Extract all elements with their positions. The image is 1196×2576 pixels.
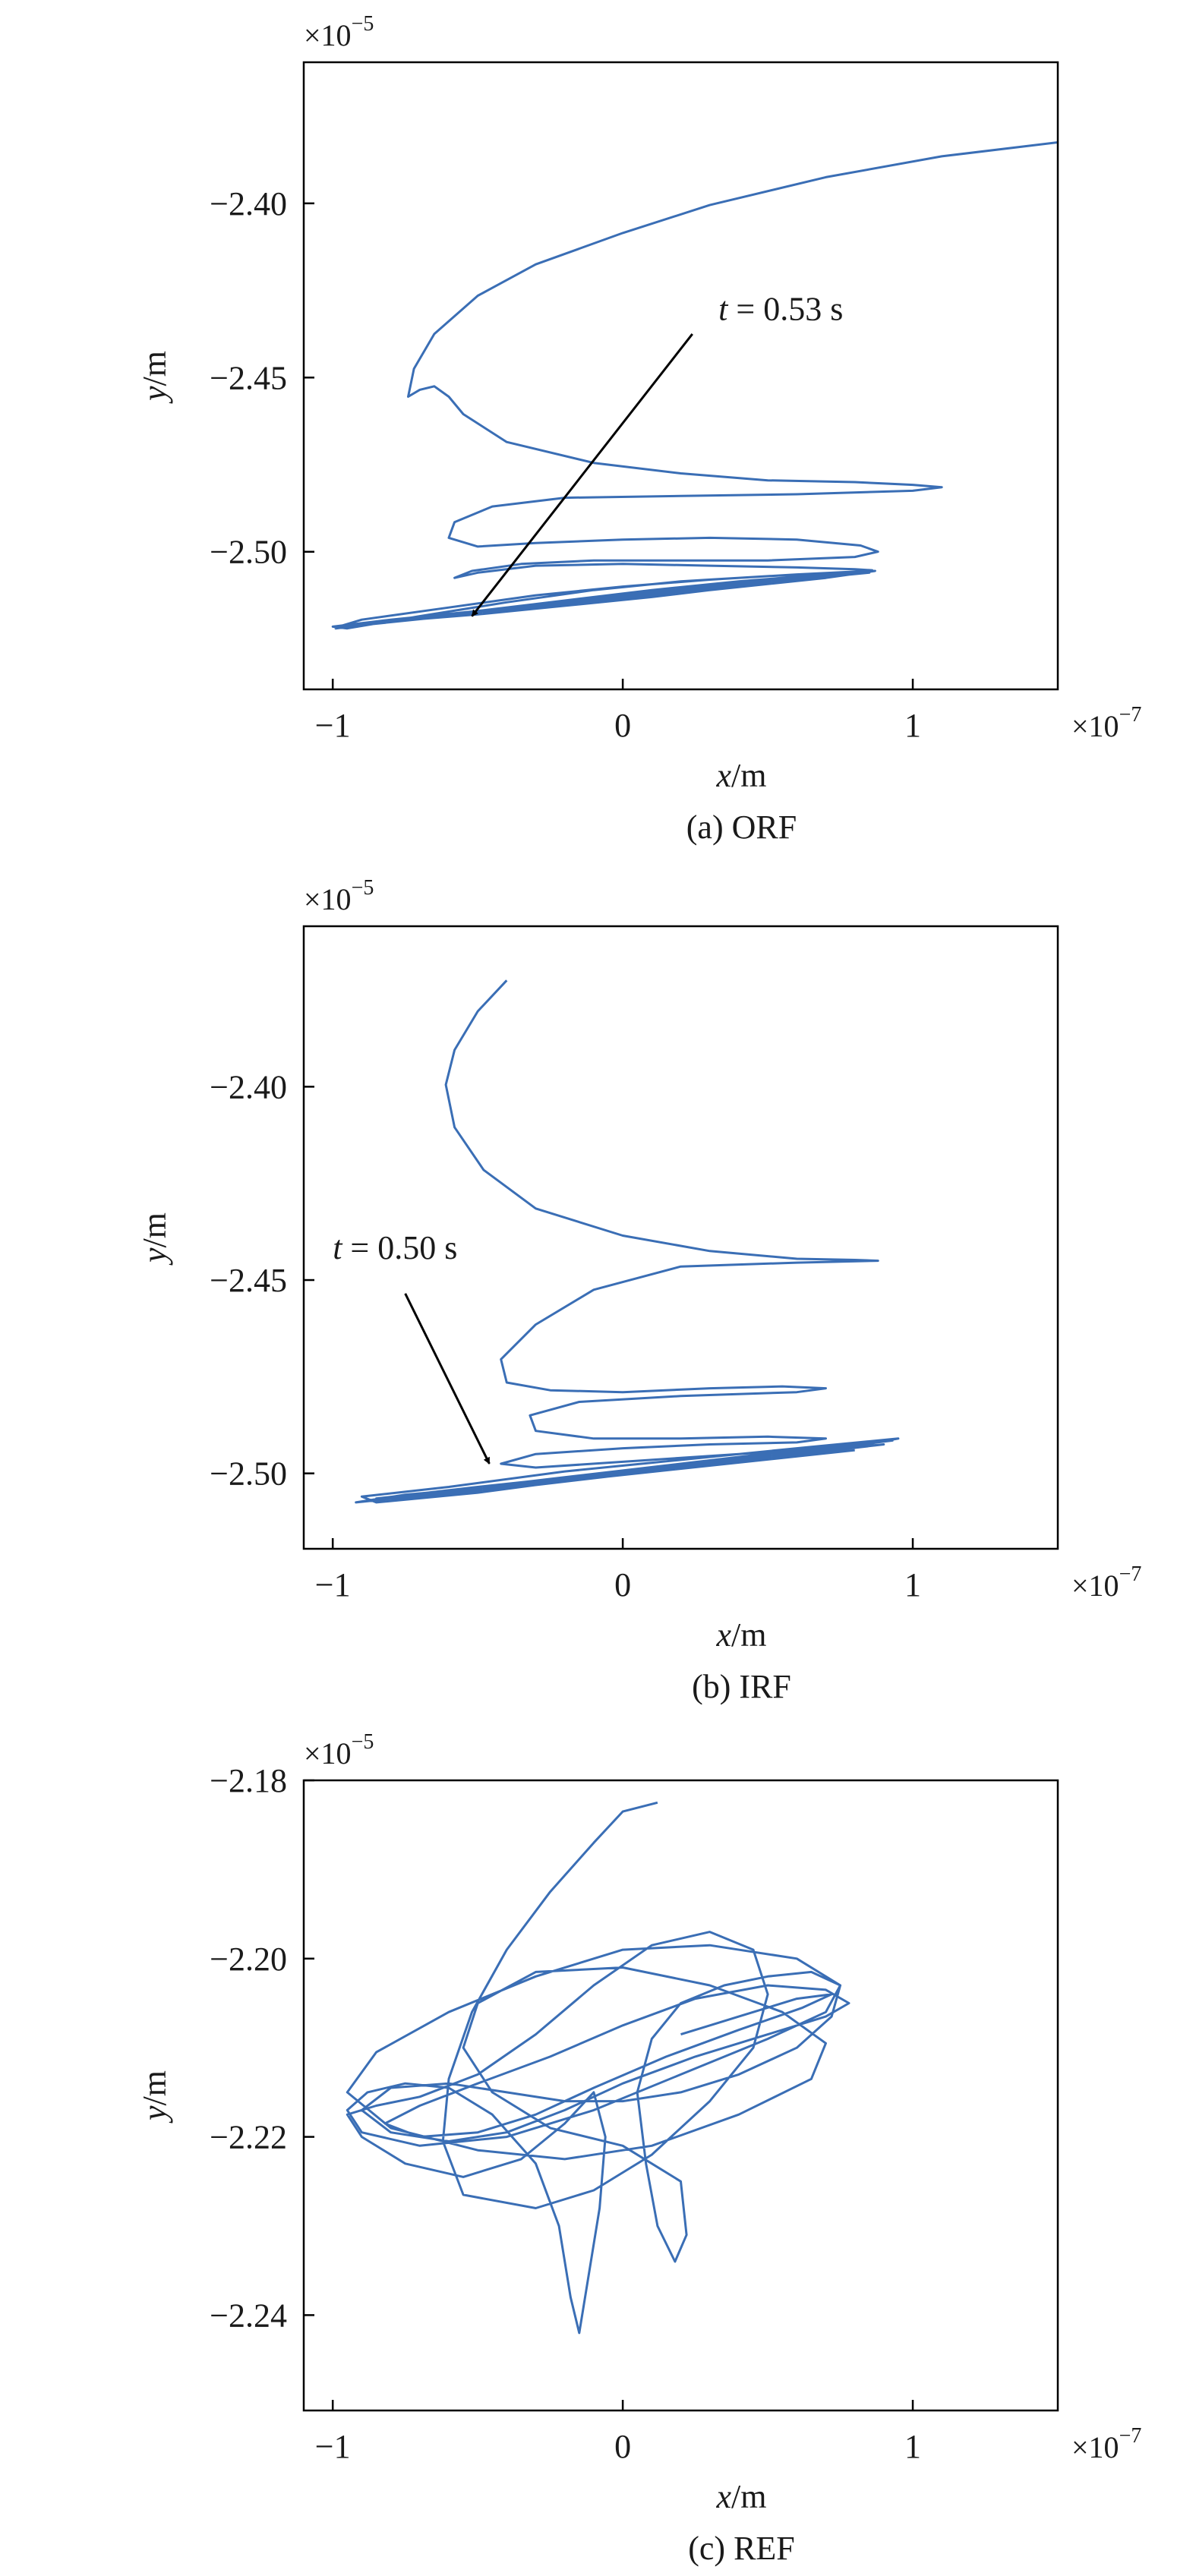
y-tick-label: −2.24 <box>210 2297 287 2334</box>
panel-caption: (c) REF <box>688 2530 795 2567</box>
y-axis-multiplier: ×10−5 <box>304 876 374 916</box>
y-tick-label: −2.40 <box>210 185 287 222</box>
y-axis-label: y/m <box>136 351 173 404</box>
x-axis-label: x/m <box>716 2478 767 2515</box>
x-axis-multiplier: ×10−7 <box>1071 2424 1141 2464</box>
annotation-label: t = 0.50 s <box>333 1229 457 1266</box>
y-tick-label: −2.45 <box>210 1262 287 1299</box>
panel-caption: (b) IRF <box>692 1668 791 1705</box>
trajectory-line <box>331 141 1058 630</box>
trajectory-line <box>355 979 900 1504</box>
plot-frame <box>302 925 1059 1550</box>
x-axis-multiplier: ×10−7 <box>1071 703 1141 743</box>
chart-panel-1: −1 0 1 −2.40 −2.45 −2.50 ×10−7 ×10−5 x/m y/m (a) O… <box>136 12 1141 846</box>
y-axis-label: y/m <box>136 2070 173 2124</box>
x-axis-multiplier: ×10−7 <box>1071 1562 1141 1603</box>
annotation-arrow <box>404 1293 491 1465</box>
x-tick-label: 0 <box>614 1566 631 1603</box>
y-axis-label: y/m <box>136 1212 173 1266</box>
x-tick-label: 1 <box>904 707 921 744</box>
trajectory-line <box>346 1801 850 2335</box>
y-tick-label: −2.18 <box>210 1762 287 1799</box>
plot-frame <box>302 1779 1059 2412</box>
x-axis-label: x/m <box>716 757 767 794</box>
y-tick-label: −2.50 <box>210 534 287 571</box>
x-tick-label: −1 <box>315 707 351 744</box>
annotation-arrow <box>471 333 693 617</box>
x-tick-label: 1 <box>904 1566 921 1603</box>
y-tick-label: −2.40 <box>210 1068 287 1105</box>
panel-caption: (a) ORF <box>686 809 797 846</box>
x-tick-label: −1 <box>315 2428 351 2465</box>
y-tick-label: −2.20 <box>210 1941 287 1978</box>
x-axis-label: x/m <box>716 1616 767 1654</box>
x-tick-label: 0 <box>614 707 631 744</box>
y-axis-multiplier: ×10−5 <box>304 12 374 52</box>
x-tick-label: 1 <box>904 2428 921 2465</box>
y-tick-label: −2.22 <box>210 2119 287 2156</box>
x-tick-label: −1 <box>315 1566 351 1603</box>
y-axis-multiplier: ×10−5 <box>304 1730 374 1770</box>
annotation-label: t = 0.53 s <box>718 291 843 328</box>
y-tick-label: −2.45 <box>210 359 287 396</box>
chart-panel-2: −1 0 1 −2.40 −2.45 −2.50 ×10−7 ×10−5 x/m y/m (b) I… <box>136 876 1141 1705</box>
y-tick-label: −2.50 <box>210 1455 287 1493</box>
x-tick-label: 0 <box>614 2428 631 2465</box>
chart-panel-3: −1 0 1 −2.18 −2.20 −2.22 −2.24 ×10−7 ×10−5 x/m y/m… <box>136 1730 1141 2567</box>
plot-frame <box>302 61 1059 691</box>
